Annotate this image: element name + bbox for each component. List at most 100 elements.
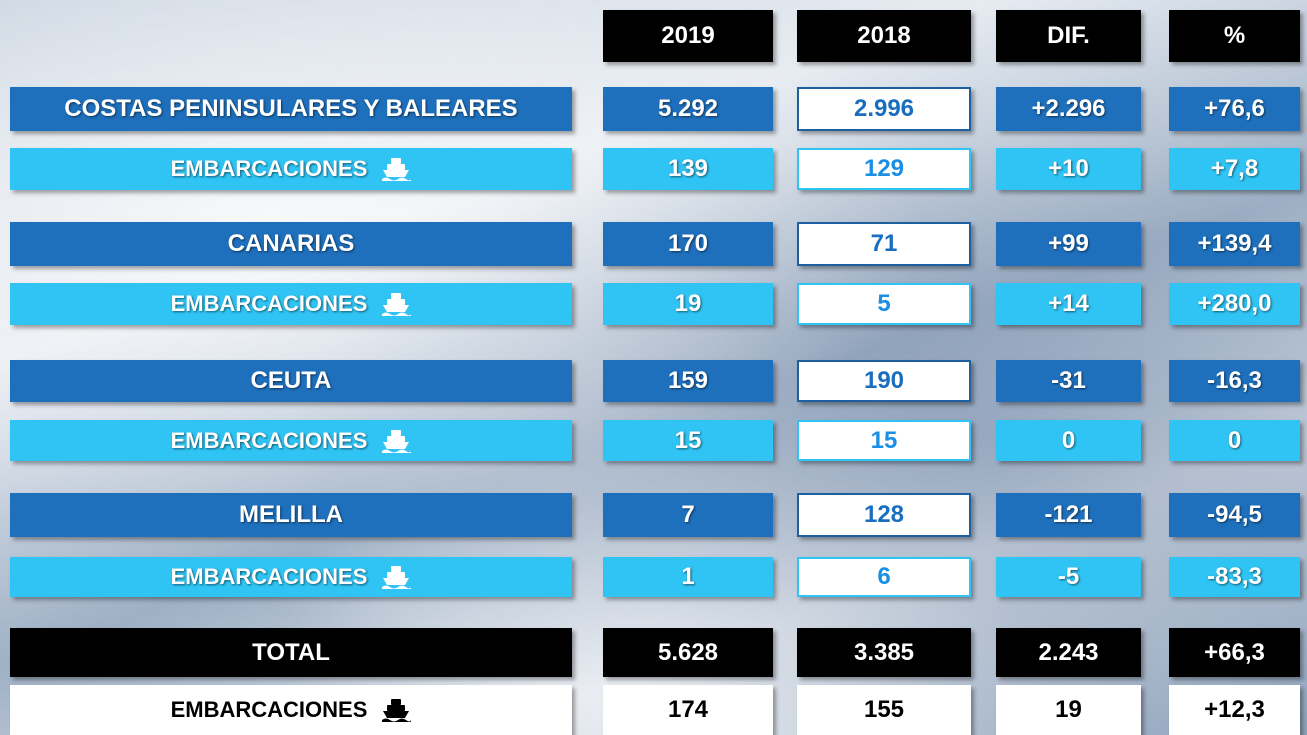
cell-text: 7 xyxy=(681,501,695,528)
cell-text: 6 xyxy=(877,563,891,590)
value-cell: +7,8 xyxy=(1169,148,1300,190)
cell-text: EMBARCACIONES xyxy=(170,291,368,316)
cell-text: +12,3 xyxy=(1204,696,1265,723)
value-cell: +76,6 xyxy=(1169,87,1300,131)
cell-text: +66,3 xyxy=(1204,638,1265,666)
cell-text: DIF. xyxy=(1047,22,1090,49)
cell-text: +76,6 xyxy=(1204,95,1265,122)
cell-text: EMBARCACIONES xyxy=(170,156,368,181)
value-cell: 170 xyxy=(603,222,773,266)
value-cell: 7 xyxy=(603,493,773,537)
value-cell: +12,3 xyxy=(1169,685,1300,735)
ship-icon xyxy=(381,564,411,590)
cell-text: CEUTA xyxy=(250,367,332,394)
cell-text: 19 xyxy=(674,290,702,317)
value-cell: -16,3 xyxy=(1169,360,1300,402)
value-cell: 128 xyxy=(797,493,971,537)
value-cell: 190 xyxy=(797,360,971,402)
value-cell: 1 xyxy=(603,557,773,597)
cell-text: 5.292 xyxy=(657,95,719,122)
value-cell: 129 xyxy=(797,148,971,190)
value-cell: 6 xyxy=(797,557,971,597)
cell-text: 2018 xyxy=(857,22,911,49)
cell-text: 5.628 xyxy=(657,638,719,666)
cell-text: 128 xyxy=(863,501,905,528)
cell-text: 71 xyxy=(870,230,898,257)
row-label: MELILLA xyxy=(10,493,572,537)
cell-text: -83,3 xyxy=(1207,563,1262,590)
cell-text: 159 xyxy=(667,367,709,394)
value-cell: 5.292 xyxy=(603,87,773,131)
cell-text: +99 xyxy=(1048,230,1089,257)
cell-text: +2.296 xyxy=(1031,95,1106,122)
value-cell: 5.628 xyxy=(603,628,773,677)
cell-text: +10 xyxy=(1048,155,1089,182)
value-cell: +66,3 xyxy=(1169,628,1300,677)
row-label: CANARIAS xyxy=(10,222,572,266)
cell-text: TOTAL xyxy=(252,638,330,666)
value-cell: -5 xyxy=(996,557,1141,597)
header-cell: 2018 xyxy=(797,10,971,62)
ship-icon xyxy=(381,697,411,723)
value-cell: +10 xyxy=(996,148,1141,190)
row-label: EMBARCACIONES xyxy=(10,557,572,597)
cell-text: 19 xyxy=(1055,696,1082,723)
cell-text: -94,5 xyxy=(1207,501,1262,528)
ship-icon xyxy=(381,156,411,182)
value-cell: +139,4 xyxy=(1169,222,1300,266)
value-cell: 174 xyxy=(603,685,773,735)
cell-text: -5 xyxy=(1057,563,1080,590)
value-cell: 19 xyxy=(996,685,1141,735)
row-label: CEUTA xyxy=(10,360,572,402)
cell-text: +139,4 xyxy=(1197,230,1272,257)
header-cell: 2019 xyxy=(603,10,773,62)
value-cell: 3.385 xyxy=(797,628,971,677)
value-cell: -83,3 xyxy=(1169,557,1300,597)
value-cell: 19 xyxy=(603,283,773,325)
row-label: EMBARCACIONES xyxy=(10,420,572,461)
cell-text: 139 xyxy=(667,155,709,182)
value-cell: 2.243 xyxy=(996,628,1141,677)
value-cell: +2.296 xyxy=(996,87,1141,131)
cell-text: -31 xyxy=(1051,367,1086,394)
value-cell: 15 xyxy=(797,420,971,461)
value-cell: 15 xyxy=(603,420,773,461)
cell-text: +7,8 xyxy=(1210,155,1259,182)
cell-text: 2.243 xyxy=(1038,638,1099,666)
cell-text: 2.996 xyxy=(853,95,915,122)
value-cell: -31 xyxy=(996,360,1141,402)
value-cell: 2.996 xyxy=(797,87,971,131)
value-cell: 155 xyxy=(797,685,971,735)
cell-text: EMBARCACIONES xyxy=(170,697,368,722)
value-cell: 159 xyxy=(603,360,773,402)
cell-text: % xyxy=(1223,22,1246,49)
row-label: TOTAL xyxy=(10,628,572,677)
cell-text: +280,0 xyxy=(1197,290,1272,317)
cell-text: 170 xyxy=(667,230,709,257)
value-cell: +14 xyxy=(996,283,1141,325)
value-cell: 0 xyxy=(996,420,1141,461)
cell-text: 15 xyxy=(674,426,702,454)
value-cell: -94,5 xyxy=(1169,493,1300,537)
row-label: EMBARCACIONES xyxy=(10,148,572,190)
cell-text: EMBARCACIONES xyxy=(170,564,368,589)
cell-text: -16,3 xyxy=(1207,367,1262,394)
cell-text: 190 xyxy=(863,367,905,394)
cell-text: -121 xyxy=(1044,501,1093,528)
value-cell: 5 xyxy=(797,283,971,325)
value-cell: 71 xyxy=(797,222,971,266)
cell-text: EMBARCACIONES xyxy=(170,427,368,453)
cell-text: 0 xyxy=(1227,426,1242,454)
cell-text: 129 xyxy=(863,155,905,182)
cell-text: 174 xyxy=(667,696,709,723)
ship-icon xyxy=(381,291,411,317)
row-label: COSTAS PENINSULARES Y BALEARES xyxy=(10,87,572,131)
cell-text: 3.385 xyxy=(853,638,915,666)
cell-text: COSTAS PENINSULARES Y BALEARES xyxy=(64,95,518,122)
cell-text: 155 xyxy=(863,696,905,723)
cell-text: 15 xyxy=(870,426,898,454)
header-cell: DIF. xyxy=(996,10,1141,62)
header-cell: % xyxy=(1169,10,1300,62)
cell-text: 0 xyxy=(1061,426,1076,454)
